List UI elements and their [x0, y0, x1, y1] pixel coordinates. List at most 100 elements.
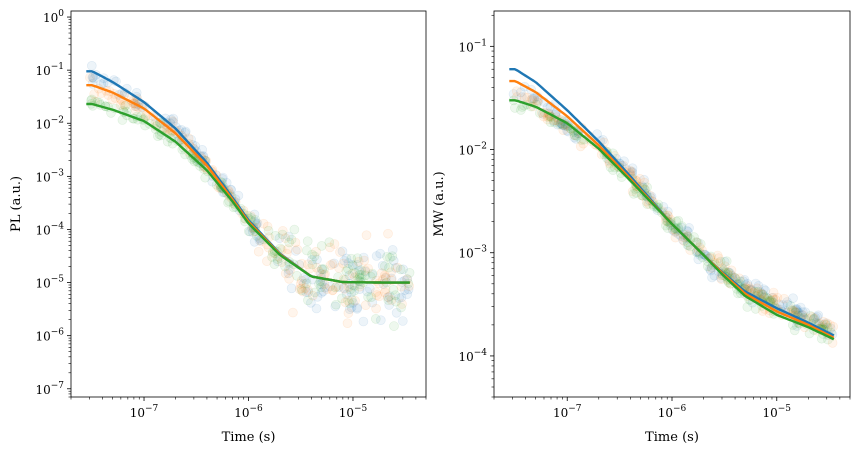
pl-data-point	[267, 252, 277, 262]
pl-data-point	[180, 126, 191, 137]
pl-data-point	[354, 284, 365, 295]
pl-data-point	[383, 295, 394, 305]
mw-x-tick-label: 10−6	[658, 404, 687, 420]
pl-data-point	[284, 273, 294, 284]
mw-axes-frame	[493, 10, 851, 398]
pl-data-point	[303, 285, 313, 295]
pl-data-point	[385, 252, 395, 263]
pl-data-point	[244, 226, 254, 236]
mw-data-point	[768, 294, 779, 305]
mw-data-point	[807, 312, 817, 322]
mw-data-point	[743, 281, 754, 292]
pl-data-point	[347, 259, 358, 270]
mw-data-point	[709, 270, 720, 281]
pl-data-point	[277, 229, 288, 240]
pl-data-point	[307, 255, 317, 265]
mw-data-point	[719, 261, 730, 272]
pl-data-point	[85, 72, 95, 83]
pl-data-point	[310, 287, 320, 298]
mw-data-point	[768, 292, 779, 303]
mw-data-point	[685, 245, 696, 255]
mw-data-point	[608, 165, 618, 175]
mw-data-point	[778, 300, 788, 310]
mw-data-point	[542, 114, 553, 125]
mw-data-point	[791, 305, 802, 316]
pl-data-point	[245, 226, 255, 237]
pl-data-point	[363, 263, 373, 274]
pl-data-point	[284, 237, 295, 248]
mw-data-point	[752, 283, 763, 294]
mw-data-point	[792, 304, 802, 315]
pl-data-point	[343, 264, 353, 274]
pl-data-point	[384, 300, 395, 310]
pl-data-point	[371, 251, 382, 261]
mw-data-point	[812, 311, 822, 322]
pl-data-point	[316, 279, 326, 290]
pl-y-tick-label: 10−1	[35, 62, 64, 78]
mw-y-tick-label: 10−1	[458, 38, 487, 54]
mw-data-point	[782, 299, 793, 310]
mw-data-point	[679, 232, 689, 243]
pl-data-point	[346, 294, 357, 305]
mw-data-point	[552, 119, 563, 130]
pl-data-point	[352, 260, 363, 270]
mw-data-point	[676, 221, 687, 231]
pl-y-tick-label: 10−3	[35, 168, 64, 184]
pl-data-point	[250, 215, 261, 225]
mw-data-point	[805, 311, 816, 321]
pl-data-point	[317, 264, 327, 275]
mw-data-point	[750, 278, 761, 289]
mw-data-point	[692, 237, 703, 248]
pl-data-point	[316, 282, 326, 293]
pl-data-point	[361, 230, 372, 240]
pl-data-point	[187, 154, 197, 164]
pl-data-point	[117, 115, 128, 125]
mw-data-point	[605, 162, 616, 172]
mw-data-point	[695, 239, 706, 249]
pl-data-point	[344, 298, 355, 309]
mw-data-point	[820, 319, 830, 330]
mw-data-point	[642, 182, 652, 193]
pl-data-point	[296, 283, 307, 294]
pl-data-point	[288, 307, 298, 318]
pl-data-point	[358, 316, 369, 327]
pl-data-point	[320, 282, 330, 293]
pl-data-point	[296, 275, 307, 286]
pl-data-point	[263, 225, 274, 236]
pl-data-point	[341, 266, 352, 277]
pl-data-point	[295, 279, 306, 289]
mw-x-tick-label: 10−7	[553, 404, 582, 420]
pl-data-point	[384, 262, 394, 273]
mw-y-tick-label: 10−4	[458, 348, 487, 364]
pl-data-point	[377, 260, 388, 271]
pl-data-point	[390, 263, 401, 273]
mw-data-point	[673, 215, 684, 226]
pl-y-tick-label: 100	[43, 9, 64, 25]
mw-data-point	[635, 174, 645, 184]
pl-data-point	[386, 295, 397, 305]
pl-data-point	[314, 279, 324, 289]
pl-data-point	[272, 254, 283, 264]
pl-y-tick-label: 10−7	[35, 381, 64, 397]
pl-data-point	[371, 303, 381, 314]
mw-data-point	[682, 232, 693, 242]
mw-data-point	[793, 307, 804, 318]
pl-data-point	[352, 303, 362, 314]
mw-data-point	[658, 202, 669, 212]
pl-data-point	[319, 264, 329, 275]
pl-data-point	[296, 285, 307, 296]
pl-data-point	[329, 258, 339, 269]
pl-data-point	[383, 292, 393, 302]
mw-data-point	[692, 246, 702, 257]
pl-data-point	[379, 270, 390, 281]
pl-data-point	[395, 264, 406, 275]
pl-data-point	[301, 245, 312, 256]
pl-data-point	[349, 285, 360, 296]
pl-data-point	[372, 290, 382, 300]
mw-data-point	[662, 216, 672, 226]
mw-data-point	[529, 93, 540, 104]
mw-data-point	[532, 95, 542, 105]
pl-data-point	[307, 290, 318, 301]
mw-data-point	[739, 274, 750, 285]
pl-data-point	[233, 190, 244, 201]
